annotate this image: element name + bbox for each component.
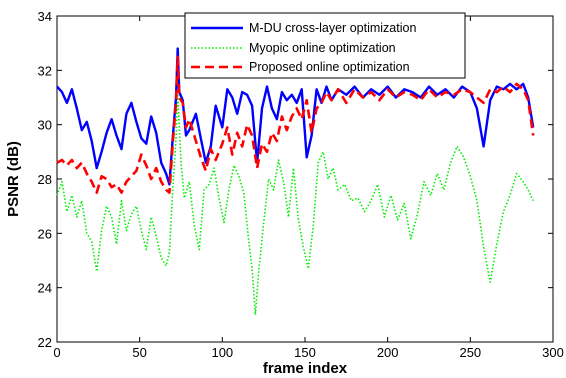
legend-box <box>184 12 466 79</box>
y-tick-label: 32 <box>38 63 52 78</box>
y-tick-label: 28 <box>38 172 52 187</box>
x-tick-label: 150 <box>294 345 316 360</box>
series-line-2 <box>56 55 535 194</box>
y-axis-label: PSNR (dB) <box>5 141 22 217</box>
x-tick-label: 100 <box>211 345 233 360</box>
x-tick-label: 50 <box>132 345 146 360</box>
x-tick-label: 250 <box>459 345 481 360</box>
series-line-0 <box>56 47 535 186</box>
x-axis-label: frame index <box>263 360 348 377</box>
y-tick-label: 30 <box>38 118 52 133</box>
y-tick-label: 24 <box>38 281 52 296</box>
legend-label-m-du: M-DU cross-layer optimization <box>249 21 416 35</box>
y-tick-label: 22 <box>38 335 52 350</box>
x-tick-label: 0 <box>53 345 60 360</box>
series-layer <box>56 47 535 316</box>
axis-ticks: 0 50 100 150 200 250 300 22 24 26 28 30 32 34 <box>38 9 564 360</box>
legend-label-proposed: Proposed online optimization <box>249 60 410 74</box>
legend: M-DU cross-layer optimization Myopic onl… <box>184 12 466 79</box>
legend-label-myopic: Myopic online optimization <box>249 41 396 55</box>
x-tick-label: 300 <box>542 345 564 360</box>
y-tick-label: 26 <box>38 226 52 241</box>
y-tick-label: 34 <box>38 9 52 24</box>
x-tick-label: 200 <box>377 345 399 360</box>
